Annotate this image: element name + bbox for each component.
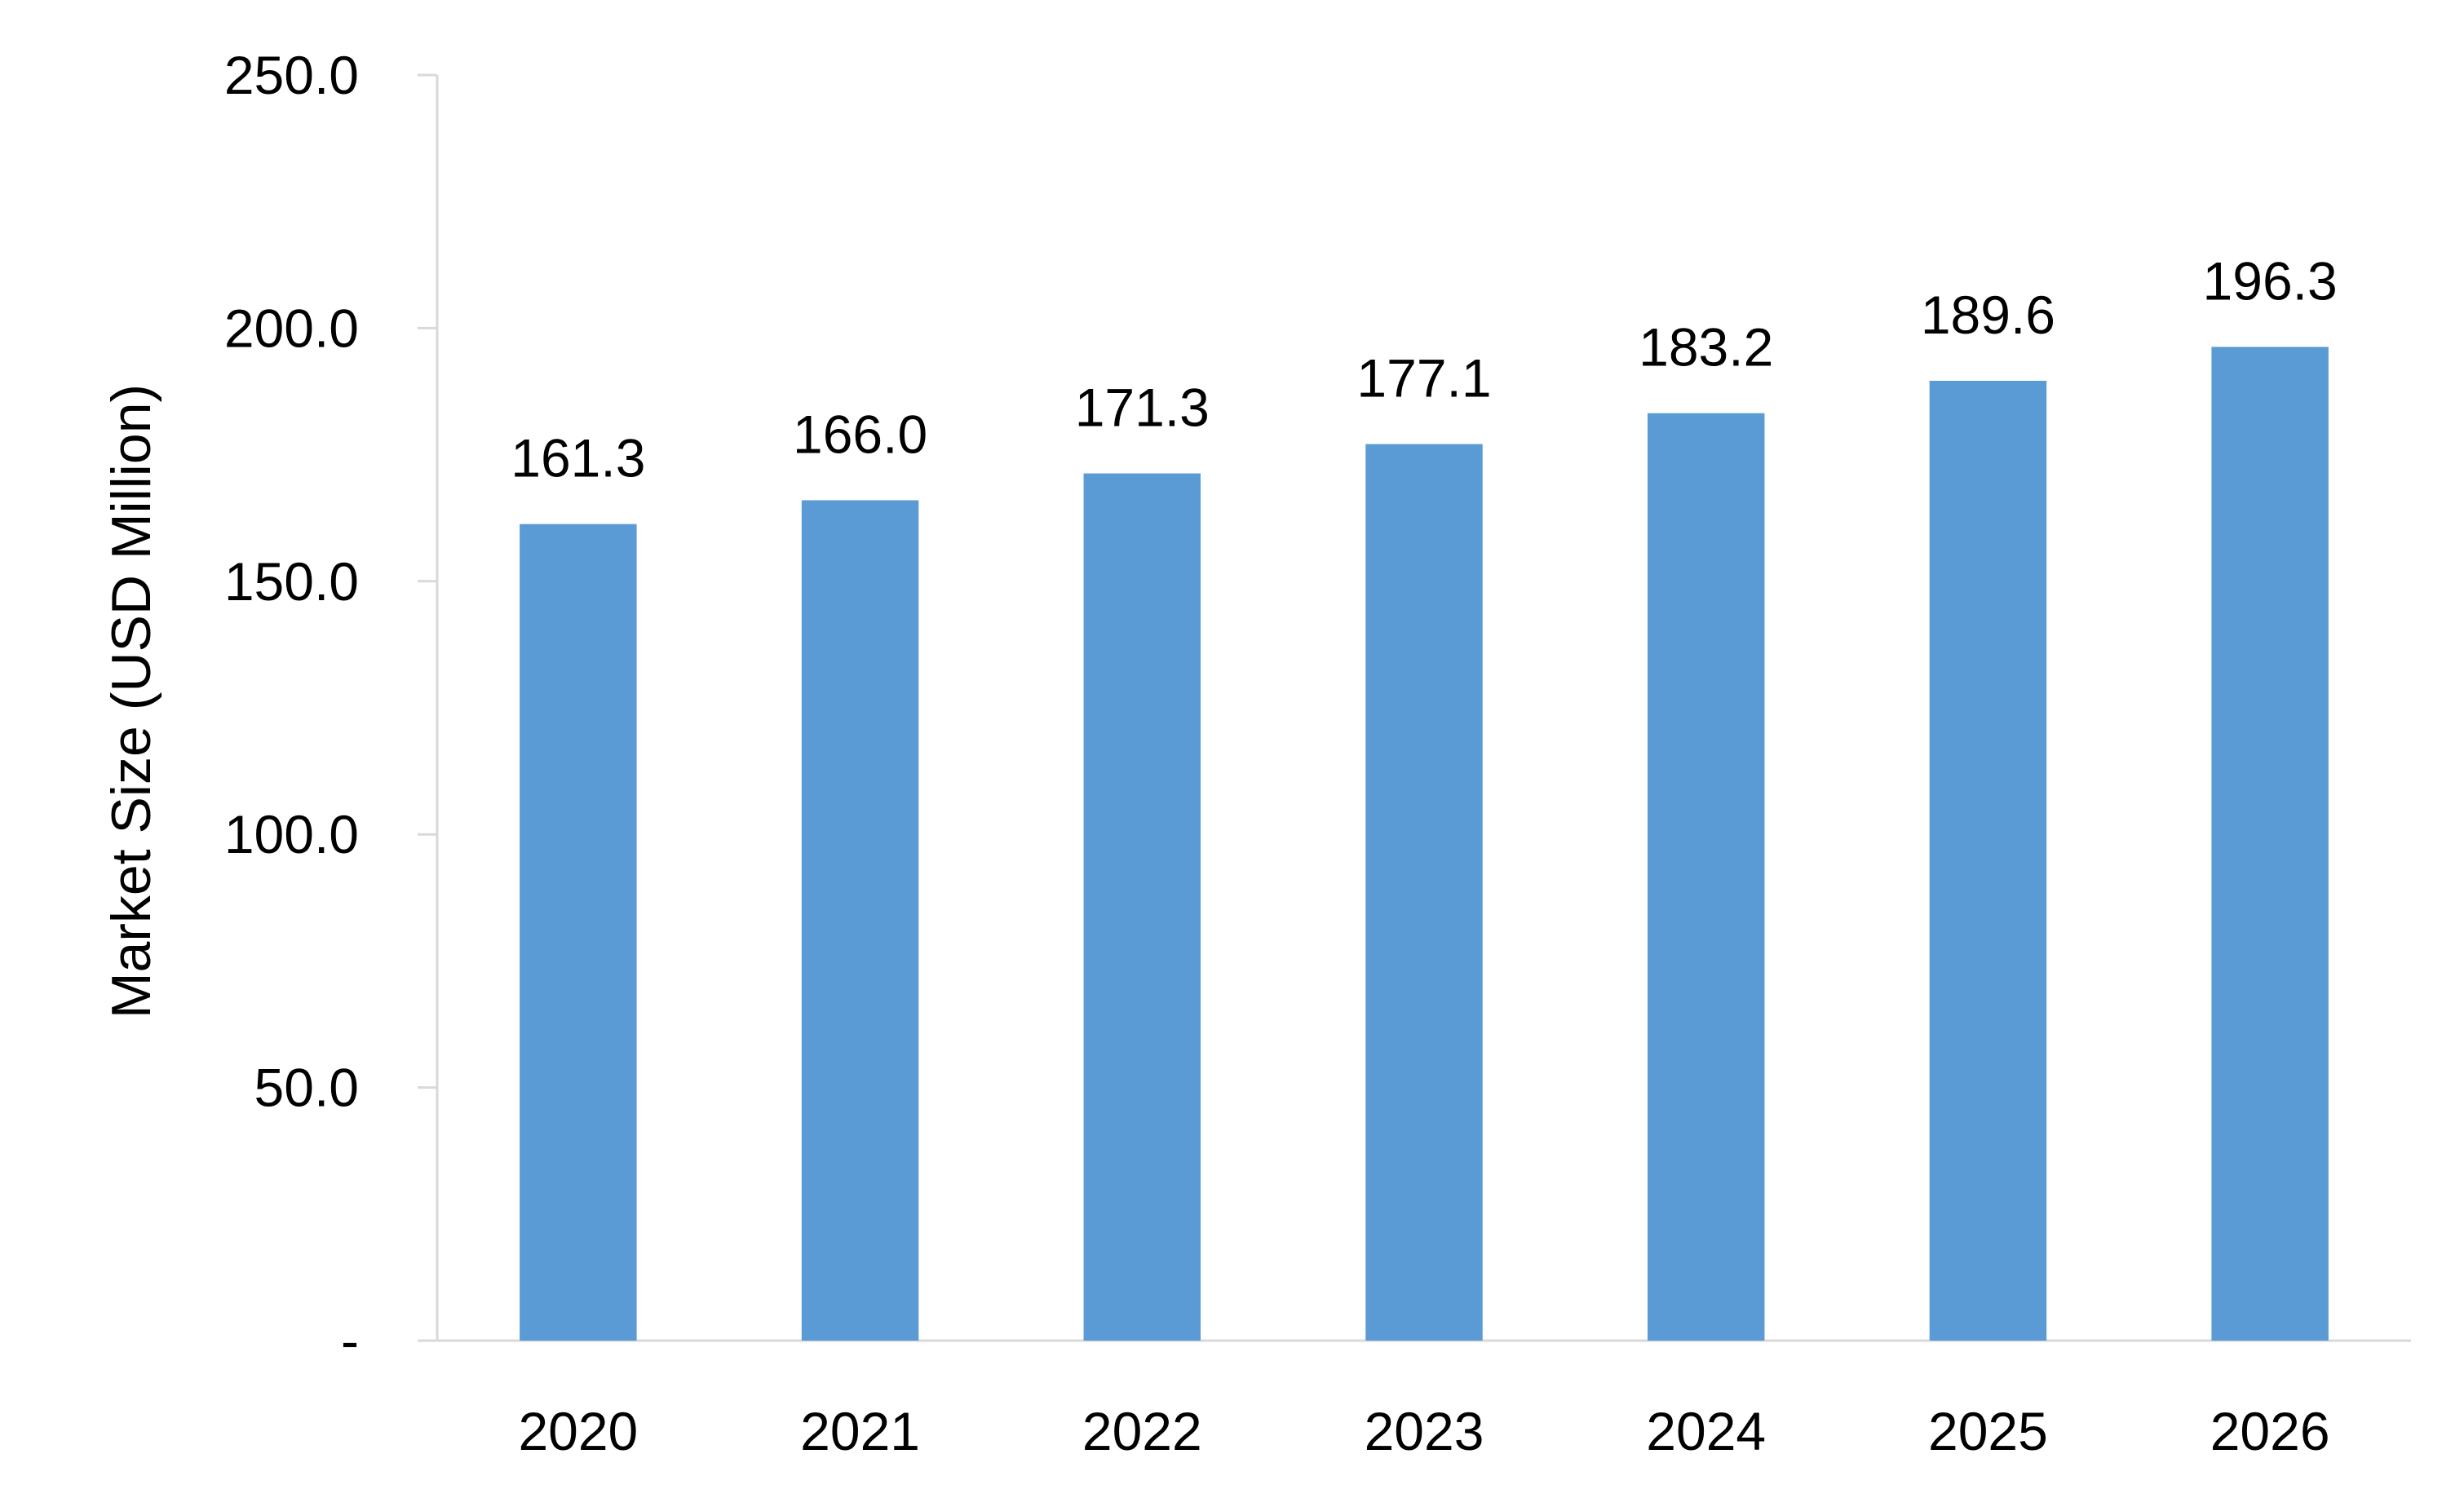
data-label-2021: 166.0 bbox=[793, 404, 927, 464]
bar-2025 bbox=[1929, 380, 2047, 1341]
bar-2020 bbox=[520, 524, 637, 1341]
y-tick-label: 200.0 bbox=[224, 298, 359, 358]
data-label-2023: 177.1 bbox=[1356, 348, 1491, 409]
data-label-2026: 196.3 bbox=[2203, 250, 2338, 311]
y-axis-title: Market Size (USD Million) bbox=[100, 384, 162, 1019]
bar-2023 bbox=[1365, 444, 1483, 1341]
x-tick-label-2026: 2026 bbox=[2210, 1401, 2330, 1461]
x-tick-label-2020: 2020 bbox=[518, 1401, 638, 1461]
x-tick-label-2022: 2022 bbox=[1082, 1401, 1202, 1461]
bar-2026 bbox=[2211, 347, 2329, 1341]
x-tick-label-2024: 2024 bbox=[1646, 1401, 1766, 1461]
bar-2022 bbox=[1083, 473, 1201, 1341]
y-tick-label: 50.0 bbox=[254, 1058, 359, 1118]
y-tick-label: 250.0 bbox=[224, 45, 359, 105]
bar-2024 bbox=[1647, 413, 1765, 1341]
data-labels: 161.3 166.0 171.3 177.1 183.2 189.6 196.3 bbox=[511, 250, 2337, 488]
data-label-2020: 161.3 bbox=[511, 428, 645, 488]
y-tick-label: 150.0 bbox=[224, 551, 359, 612]
y-tick-label: 100.0 bbox=[224, 804, 359, 864]
bars bbox=[520, 347, 2329, 1341]
x-tick-label-2021: 2021 bbox=[800, 1401, 920, 1461]
data-label-2025: 189.6 bbox=[1921, 285, 2055, 345]
y-tick-label: - bbox=[341, 1310, 359, 1371]
x-tick-label-2025: 2025 bbox=[1928, 1401, 2048, 1461]
x-tick-label-2023: 2023 bbox=[1365, 1401, 1484, 1461]
data-label-2024: 183.2 bbox=[1639, 317, 1773, 378]
data-label-2022: 171.3 bbox=[1075, 378, 1210, 438]
tick-labels: - 50.0 100.0 150.0 200.0 250.0 2020 2021 2022 202… bbox=[224, 45, 2330, 1461]
bar-2021 bbox=[801, 500, 919, 1341]
